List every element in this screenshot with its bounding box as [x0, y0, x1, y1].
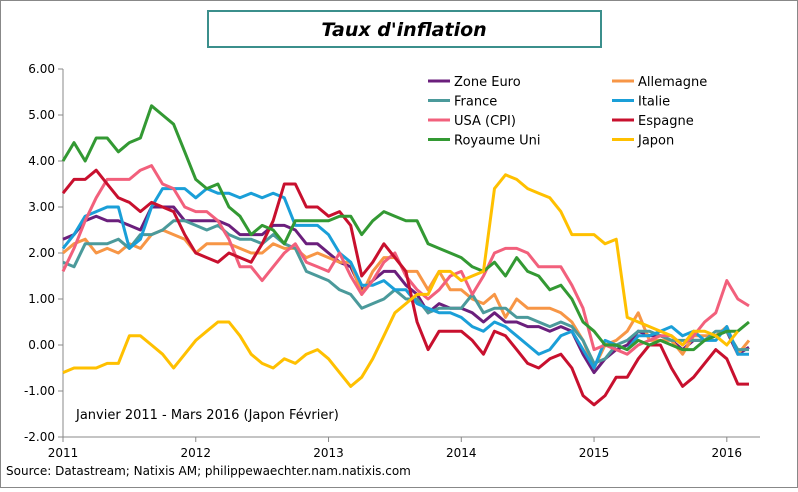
legend-label: Allemagne	[638, 75, 707, 90]
legend-label: Royaume Uni	[454, 134, 540, 149]
annotation: Janvier 2011 - Mars 2016 (Japon Février)	[75, 408, 339, 423]
x-tick-label: 2011	[48, 446, 79, 460]
legend-label: France	[454, 95, 497, 110]
x-tick-label: 2014	[446, 446, 477, 460]
y-tick-label: 6.00	[28, 62, 55, 76]
title-box	[207, 10, 602, 48]
legend-label: Japon	[637, 134, 674, 149]
legend-label: Italie	[638, 95, 670, 110]
y-tick-label: 0.00	[28, 338, 55, 352]
x-tick-label: 2012	[180, 446, 211, 460]
y-tick-label: 1.00	[28, 292, 55, 306]
series-line	[61, 104, 750, 352]
y-tick-label: 3.00	[28, 200, 55, 214]
legend-label: USA (CPI)	[454, 114, 516, 129]
y-tick-label: -2.00	[24, 430, 55, 444]
chart-title: Taux d'inflation	[321, 19, 486, 41]
series-line	[61, 187, 749, 370]
legend-label: Espagne	[638, 114, 694, 129]
series-line	[61, 168, 749, 407]
y-tick-label: -1.00	[24, 384, 55, 398]
y-tick-label: 2.00	[28, 246, 55, 260]
x-tick-label: 2016	[712, 446, 743, 460]
x-tick-label: 2013	[313, 446, 344, 460]
legend-label: Zone Euro	[454, 75, 521, 90]
x-tick-label: 2015	[579, 446, 610, 460]
source: Source: Datastream; Natixis AM; philippe…	[6, 464, 411, 478]
plot-area: -2.00 -1.00 0.00 1.00 2.00 3.00 4.00 5.00 6.00 20…	[24, 62, 760, 460]
series-line	[62, 173, 740, 388]
y-tick-label: 4.00	[28, 154, 55, 168]
y-tick-label: 5.00	[28, 108, 55, 122]
